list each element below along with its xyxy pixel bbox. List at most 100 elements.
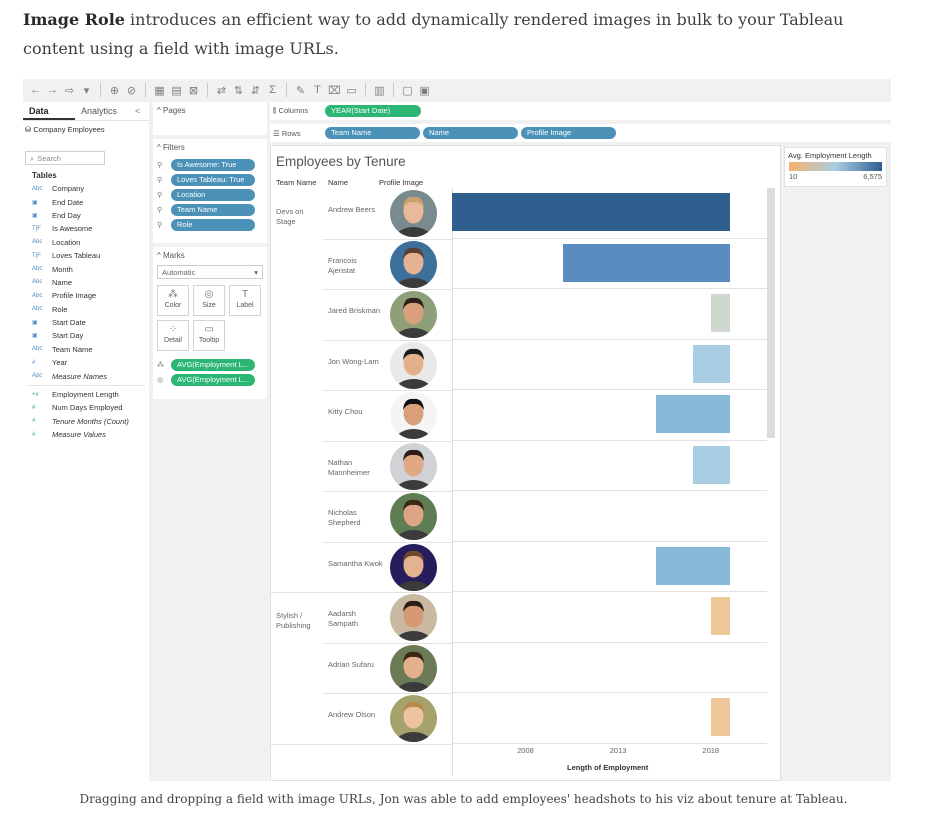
field-item[interactable]: Abc Month (23, 262, 149, 275)
data-bar[interactable] (563, 243, 730, 282)
presentation-icon[interactable]: ▢ (402, 84, 413, 97)
field-label: Start Day (52, 331, 84, 341)
field-item[interactable]: T|F Loves Tableau (23, 249, 149, 262)
rows-pill-image[interactable]: Profile Image (521, 127, 616, 139)
columns-shelf[interactable]: ⫼ Columns YEAR(Start Date) (270, 102, 891, 120)
filter-icon: ⚲ (157, 206, 163, 214)
pause-update-icon[interactable]: ⊘ (126, 84, 137, 97)
data-bar[interactable] (452, 193, 730, 231)
search-icon: ⌕ (30, 154, 35, 163)
clear-sheet-icon[interactable]: ⊠ (188, 84, 199, 97)
filter-pill[interactable]: Role (171, 218, 255, 231)
team-divider (271, 592, 452, 593)
rows-pill-name[interactable]: Name (423, 127, 518, 139)
sort-asc-icon[interactable]: ⇅ (233, 84, 244, 97)
filter-pill[interactable]: Team Name (171, 203, 255, 216)
field-item[interactable]: +# Employment Length (23, 388, 149, 401)
field-item[interactable]: Abc Role (23, 303, 149, 316)
mark-type-select[interactable]: Automatic ▾ (157, 265, 263, 279)
redo-icon[interactable]: → (47, 84, 58, 96)
profile-image (390, 644, 437, 692)
datasource-item[interactable]: ⛁ Company Employees (23, 121, 149, 143)
color-legend[interactable]: Avg. Employment Length 10 6,575 (784, 147, 887, 187)
field-item[interactable]: # Measure Values (23, 428, 149, 441)
employee-name: Jon Wong-Lam (328, 356, 379, 366)
show-labels-icon[interactable]: ▥ (374, 84, 385, 97)
field-item[interactable]: Abc Profile Image (23, 289, 149, 302)
field-label: Profile Image (52, 291, 97, 301)
marks-pill-size[interactable]: AVG(Employment L... (171, 373, 255, 386)
rows-shelf[interactable]: ☰ Rows Team Name Name Profile Image (270, 124, 891, 142)
detail-button[interactable]: ⁘ Detail (157, 320, 189, 351)
data-bar[interactable] (711, 597, 730, 635)
pages-card-header[interactable]: ^ Pages (153, 102, 267, 120)
tab-data[interactable]: Data (23, 102, 75, 120)
field-item[interactable]: Abc Team Name (23, 343, 149, 356)
columns-pill[interactable]: YEAR(Start Date) (325, 105, 421, 117)
data-bar[interactable] (692, 344, 730, 383)
field-type-icon: # (32, 404, 36, 411)
device-preview-icon[interactable]: ▣ (419, 84, 430, 97)
data-bar[interactable] (692, 445, 730, 484)
filter-pill[interactable]: Is Awesome: True (171, 158, 255, 171)
swap-icon[interactable]: ⇄ (216, 84, 227, 97)
datasource-icon: ⛁ (25, 125, 34, 134)
scrollbar[interactable] (767, 188, 775, 438)
marks-pill-color[interactable]: AVG(Employment L... (171, 358, 255, 371)
team-name: Devs on Stage (276, 207, 304, 226)
employee-name: Francois Ajenstat (328, 255, 357, 275)
field-item[interactable]: # Year (23, 356, 149, 369)
profile-image (390, 291, 437, 338)
fit-icon[interactable]: ▭ (346, 84, 357, 97)
filter-pill[interactable]: Location (171, 188, 255, 201)
size-button[interactable]: ◎ Size (193, 285, 225, 316)
viz-sheet[interactable]: Employees by Tenure Team Name Name Profi… (270, 145, 781, 781)
x-axis-tick: 2018 (702, 746, 720, 755)
tab-analytics[interactable]: Analytics (81, 106, 118, 116)
replay-icon[interactable]: ⇨ (64, 84, 75, 97)
filter-pill[interactable]: Loves Tableau: True (171, 173, 255, 186)
rows-pill-team[interactable]: Team Name (325, 127, 420, 139)
field-item[interactable]: ▣ Start Date (23, 316, 149, 329)
new-sheet-icon[interactable]: ▦ (154, 84, 165, 97)
color-icon: ⁂ (157, 361, 164, 369)
label-label: Label (236, 302, 254, 309)
field-item[interactable]: Abc Name (23, 276, 149, 289)
label-button[interactable]: T Label (229, 285, 261, 316)
dropdown-icon[interactable]: ▾ (83, 84, 90, 97)
highlight-icon[interactable]: ✎ (295, 84, 306, 97)
new-datasource-icon[interactable]: ⊕ (109, 84, 120, 97)
field-item[interactable]: ▣ End Day (23, 209, 149, 222)
tooltip-button[interactable]: ▭ Tooltip (193, 320, 225, 351)
sort-desc-icon[interactable]: ⇵ (250, 84, 261, 97)
field-item[interactable]: # Tenure Months (Count) (23, 415, 149, 428)
data-bar[interactable] (655, 395, 730, 433)
marks-buttons: ⁂ Color ◎ Size T Label ⁘ Detail ▭ Tooltip (153, 285, 267, 351)
color-button[interactable]: ⁂ Color (157, 285, 189, 316)
field-type-icon: Abc (32, 346, 43, 353)
filters-card-header[interactable]: ^ Filters (153, 139, 267, 157)
color-label: Color (164, 302, 182, 309)
data-bar[interactable] (711, 294, 730, 332)
marks-card-header[interactable]: ^ Marks (153, 247, 267, 265)
duplicate-sheet-icon[interactable]: ▤ (171, 84, 182, 97)
collapse-icon[interactable]: < (135, 106, 141, 116)
field-item[interactable]: Abc Location (23, 236, 149, 249)
search-input[interactable]: ⌕ Search (25, 151, 105, 165)
field-type-icon: T|F (32, 252, 41, 259)
field-item[interactable]: Abc Company (23, 182, 149, 195)
rows-icon: ☰ (273, 128, 282, 138)
undo-icon[interactable]: ← (30, 84, 41, 96)
field-item[interactable]: T|F Is Awesome (23, 222, 149, 235)
data-bar[interactable] (655, 546, 730, 585)
profile-image (390, 442, 437, 490)
field-item[interactable]: ▣ Start Day (23, 329, 149, 342)
text-icon[interactable]: T (314, 84, 321, 96)
field-item[interactable]: Abc Measure Names (23, 369, 149, 382)
data-bar[interactable] (711, 698, 730, 736)
field-item[interactable]: # Num Days Employed (23, 401, 149, 414)
totals-icon[interactable]: Σ (269, 84, 276, 96)
filter-row: ⚲ Loves Tableau: True (153, 172, 267, 187)
field-item[interactable]: ▣ End Date (23, 195, 149, 208)
annotate-icon[interactable]: ⌧ (328, 84, 341, 97)
